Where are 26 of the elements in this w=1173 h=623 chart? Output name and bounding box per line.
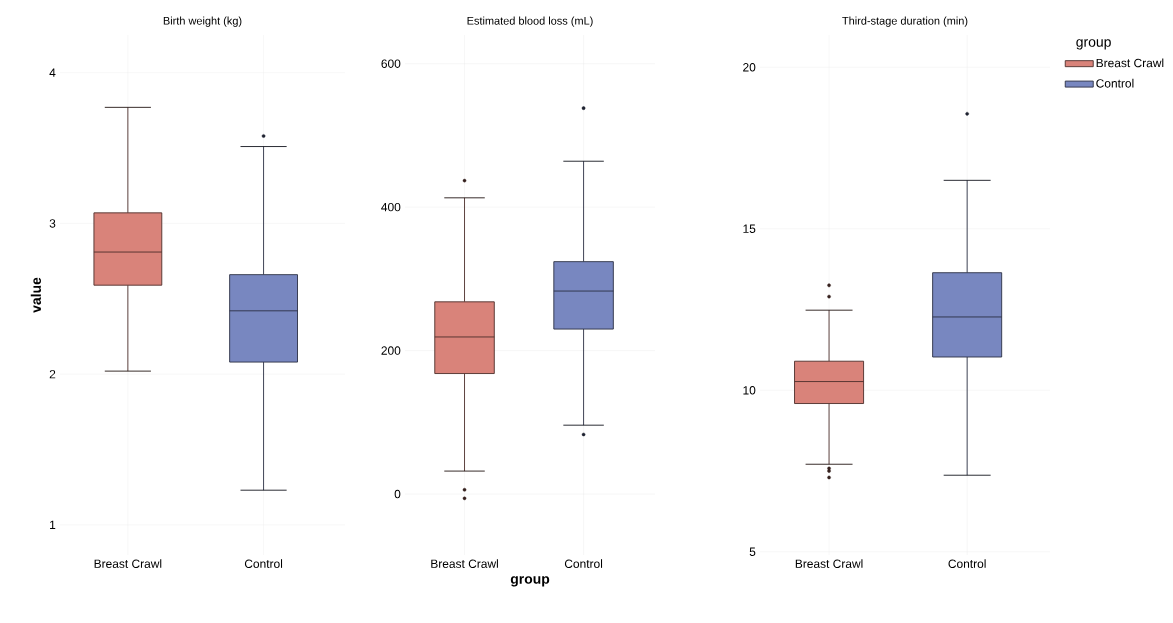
chart-title: Third-stage duration (min): [842, 16, 968, 27]
x-axis-title: group: [510, 576, 550, 587]
x-tick-label: Control: [564, 559, 603, 568]
x-tick-label: Breast Crawl: [94, 559, 162, 568]
y-tick-label: 10: [743, 386, 756, 395]
x-tick-label: Breast Crawl: [795, 559, 863, 568]
y-tick-label: 0: [394, 489, 401, 499]
y-axis-title: value: [30, 277, 41, 313]
y-tick-label: 5: [749, 547, 756, 556]
legend-title: group: [1076, 39, 1111, 50]
y-tick-label: 20: [743, 63, 756, 72]
y-tick-label: 1: [50, 520, 56, 529]
x-tick-label: Control: [244, 559, 283, 568]
chart-title: Birth weight (kg): [163, 16, 242, 27]
y-tick-label: 15: [743, 224, 756, 233]
y-tick-label: 2: [49, 369, 56, 379]
y-tick-label: 200: [381, 346, 401, 355]
y-tick-label: 400: [381, 202, 401, 212]
x-tick-label: Breast Crawl: [431, 559, 498, 568]
legend-label: Control: [1096, 78, 1134, 88]
y-tick-label: 4: [49, 68, 56, 77]
y-tick-label: 600: [381, 59, 401, 68]
y-tick-label: 3: [49, 219, 56, 228]
x-tick-label: Control: [948, 559, 986, 568]
legend-label: Breast Crawl: [1096, 58, 1164, 68]
chart-title: Estimated blood loss (mL): [467, 16, 593, 27]
